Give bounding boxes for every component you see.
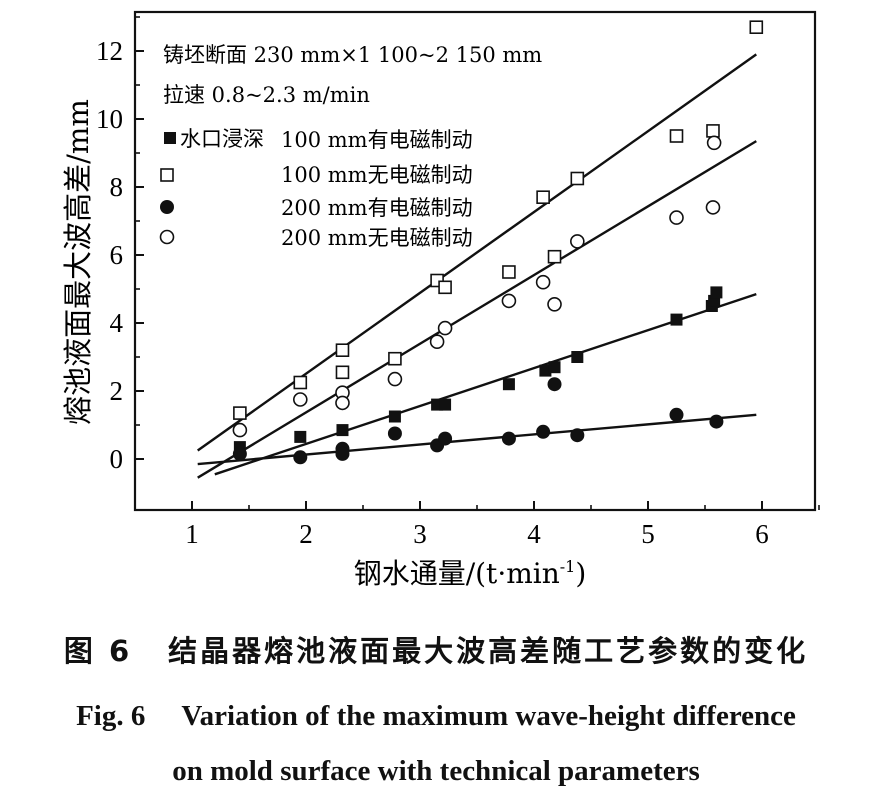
data-point (335, 365, 350, 380)
x-axis-label-sup: -1 (560, 557, 576, 576)
axis-labels: 钢水通量/(t·min-1) 熔池液面最大波高差/mm (61, 99, 586, 590)
caption-chinese: 图 6 结晶器熔池液面最大波高差随工艺参数的变化 (0, 628, 872, 670)
data-point (547, 249, 562, 264)
caption-en-text: Variation of the maximum wave-height dif… (181, 700, 796, 732)
data-point (336, 424, 349, 437)
data-point (387, 426, 402, 441)
annotation-speed: 拉速 0.8~2.3 m/min (163, 83, 370, 107)
data-point (335, 343, 350, 358)
data-point (293, 450, 308, 465)
data-point (710, 286, 723, 299)
data-point (232, 422, 248, 438)
y-tick-label: 6 (110, 240, 124, 270)
fit-line (197, 53, 757, 452)
data-point (706, 135, 722, 151)
data-point (571, 351, 584, 363)
x-tick-label: 2 (299, 519, 313, 549)
legend-label: 200 mm无电磁制动 (281, 226, 473, 250)
data-point (539, 364, 552, 377)
data-point (669, 210, 684, 225)
data-point (387, 371, 403, 387)
x-axis-label-end: ) (575, 557, 586, 590)
x-tick-label: 4 (527, 519, 541, 549)
y-tick-label: 4 (110, 308, 124, 338)
data-point (501, 293, 517, 309)
data-point (548, 361, 561, 374)
data-point (749, 20, 764, 35)
data-point (536, 190, 550, 204)
data-point (535, 274, 551, 290)
data-point (335, 395, 350, 411)
annotations: 铸坯断面 230 mm×1 100~2 150 mm 拉速 0.8~2.3 m/m… (163, 43, 542, 107)
legend-label: 200 mm有电磁制动 (281, 196, 473, 220)
data-point (502, 265, 516, 279)
data-point (570, 234, 585, 249)
data-markers (232, 20, 764, 465)
data-point (293, 375, 308, 390)
legend: 水口浸深 100 mm有电磁制动 100 mm无电磁制动 200 mm有电磁制动 200… (159, 127, 473, 250)
data-point (438, 431, 453, 446)
fit-line (214, 292, 757, 476)
y-tick-label: 8 (110, 172, 124, 202)
caption-english-line1: Fig. 6 Variation of the maximum wave-heig… (0, 700, 872, 733)
caption-zh-label: 图 6 (63, 634, 133, 668)
data-point (670, 313, 683, 326)
data-point (438, 280, 452, 295)
x-tick-label: 1 (185, 519, 199, 549)
data-point (709, 414, 724, 429)
data-point (570, 171, 585, 186)
data-point (502, 378, 515, 391)
data-point (292, 392, 308, 407)
legend-marker (160, 200, 174, 214)
caption-en-label: Fig. 6 (76, 700, 146, 732)
x-axis-label: 钢水通量/(t·min-1) (354, 557, 587, 590)
data-point (437, 320, 453, 336)
y-axis-label: 熔池液面最大波高差/mm (61, 99, 95, 425)
legend-prefix: 水口浸深 (180, 127, 264, 151)
x-axis-label-main: 钢水通量/(t·min (354, 557, 560, 590)
data-point (669, 129, 684, 143)
data-point (388, 351, 402, 366)
data-point (547, 377, 562, 392)
x-tick-label: 3 (413, 519, 427, 549)
data-point (232, 446, 247, 461)
plot-area (133, 10, 817, 512)
legend-marker (164, 132, 176, 144)
y-tick-label: 2 (110, 376, 124, 406)
plot-frame (133, 10, 817, 512)
caption-english-line2: on mold surface with technical parameter… (172, 755, 700, 787)
data-point (429, 334, 445, 350)
y-tick-label: 0 (110, 444, 124, 474)
data-point (388, 410, 401, 423)
data-point (706, 124, 720, 138)
data-point (501, 431, 516, 446)
y-tick-label: 10 (96, 104, 123, 134)
data-point (547, 296, 562, 312)
legend-label: 100 mm无电磁制动 (281, 163, 473, 187)
annotation-section: 铸坯断面 230 mm×1 100~2 150 mm (163, 43, 542, 67)
data-point (536, 424, 551, 439)
data-point (233, 406, 247, 420)
data-point (669, 407, 684, 422)
legend-marker (160, 168, 174, 182)
data-point (439, 398, 452, 411)
y-tick-label: 12 (96, 36, 123, 66)
fit-line (197, 140, 757, 479)
fit-line (197, 413, 757, 466)
legend-label: 100 mm有电磁制动 (281, 128, 473, 152)
x-tick-label: 5 (641, 519, 655, 549)
data-point (570, 428, 585, 443)
legend-marker (159, 229, 175, 245)
x-tick-label: 6 (755, 519, 769, 549)
fit-lines (197, 53, 757, 479)
caption-zh-text: 结晶器熔池液面最大波高差随工艺参数的变化 (168, 634, 809, 668)
data-point (335, 446, 350, 461)
data-point (705, 200, 721, 215)
data-point (294, 430, 307, 443)
